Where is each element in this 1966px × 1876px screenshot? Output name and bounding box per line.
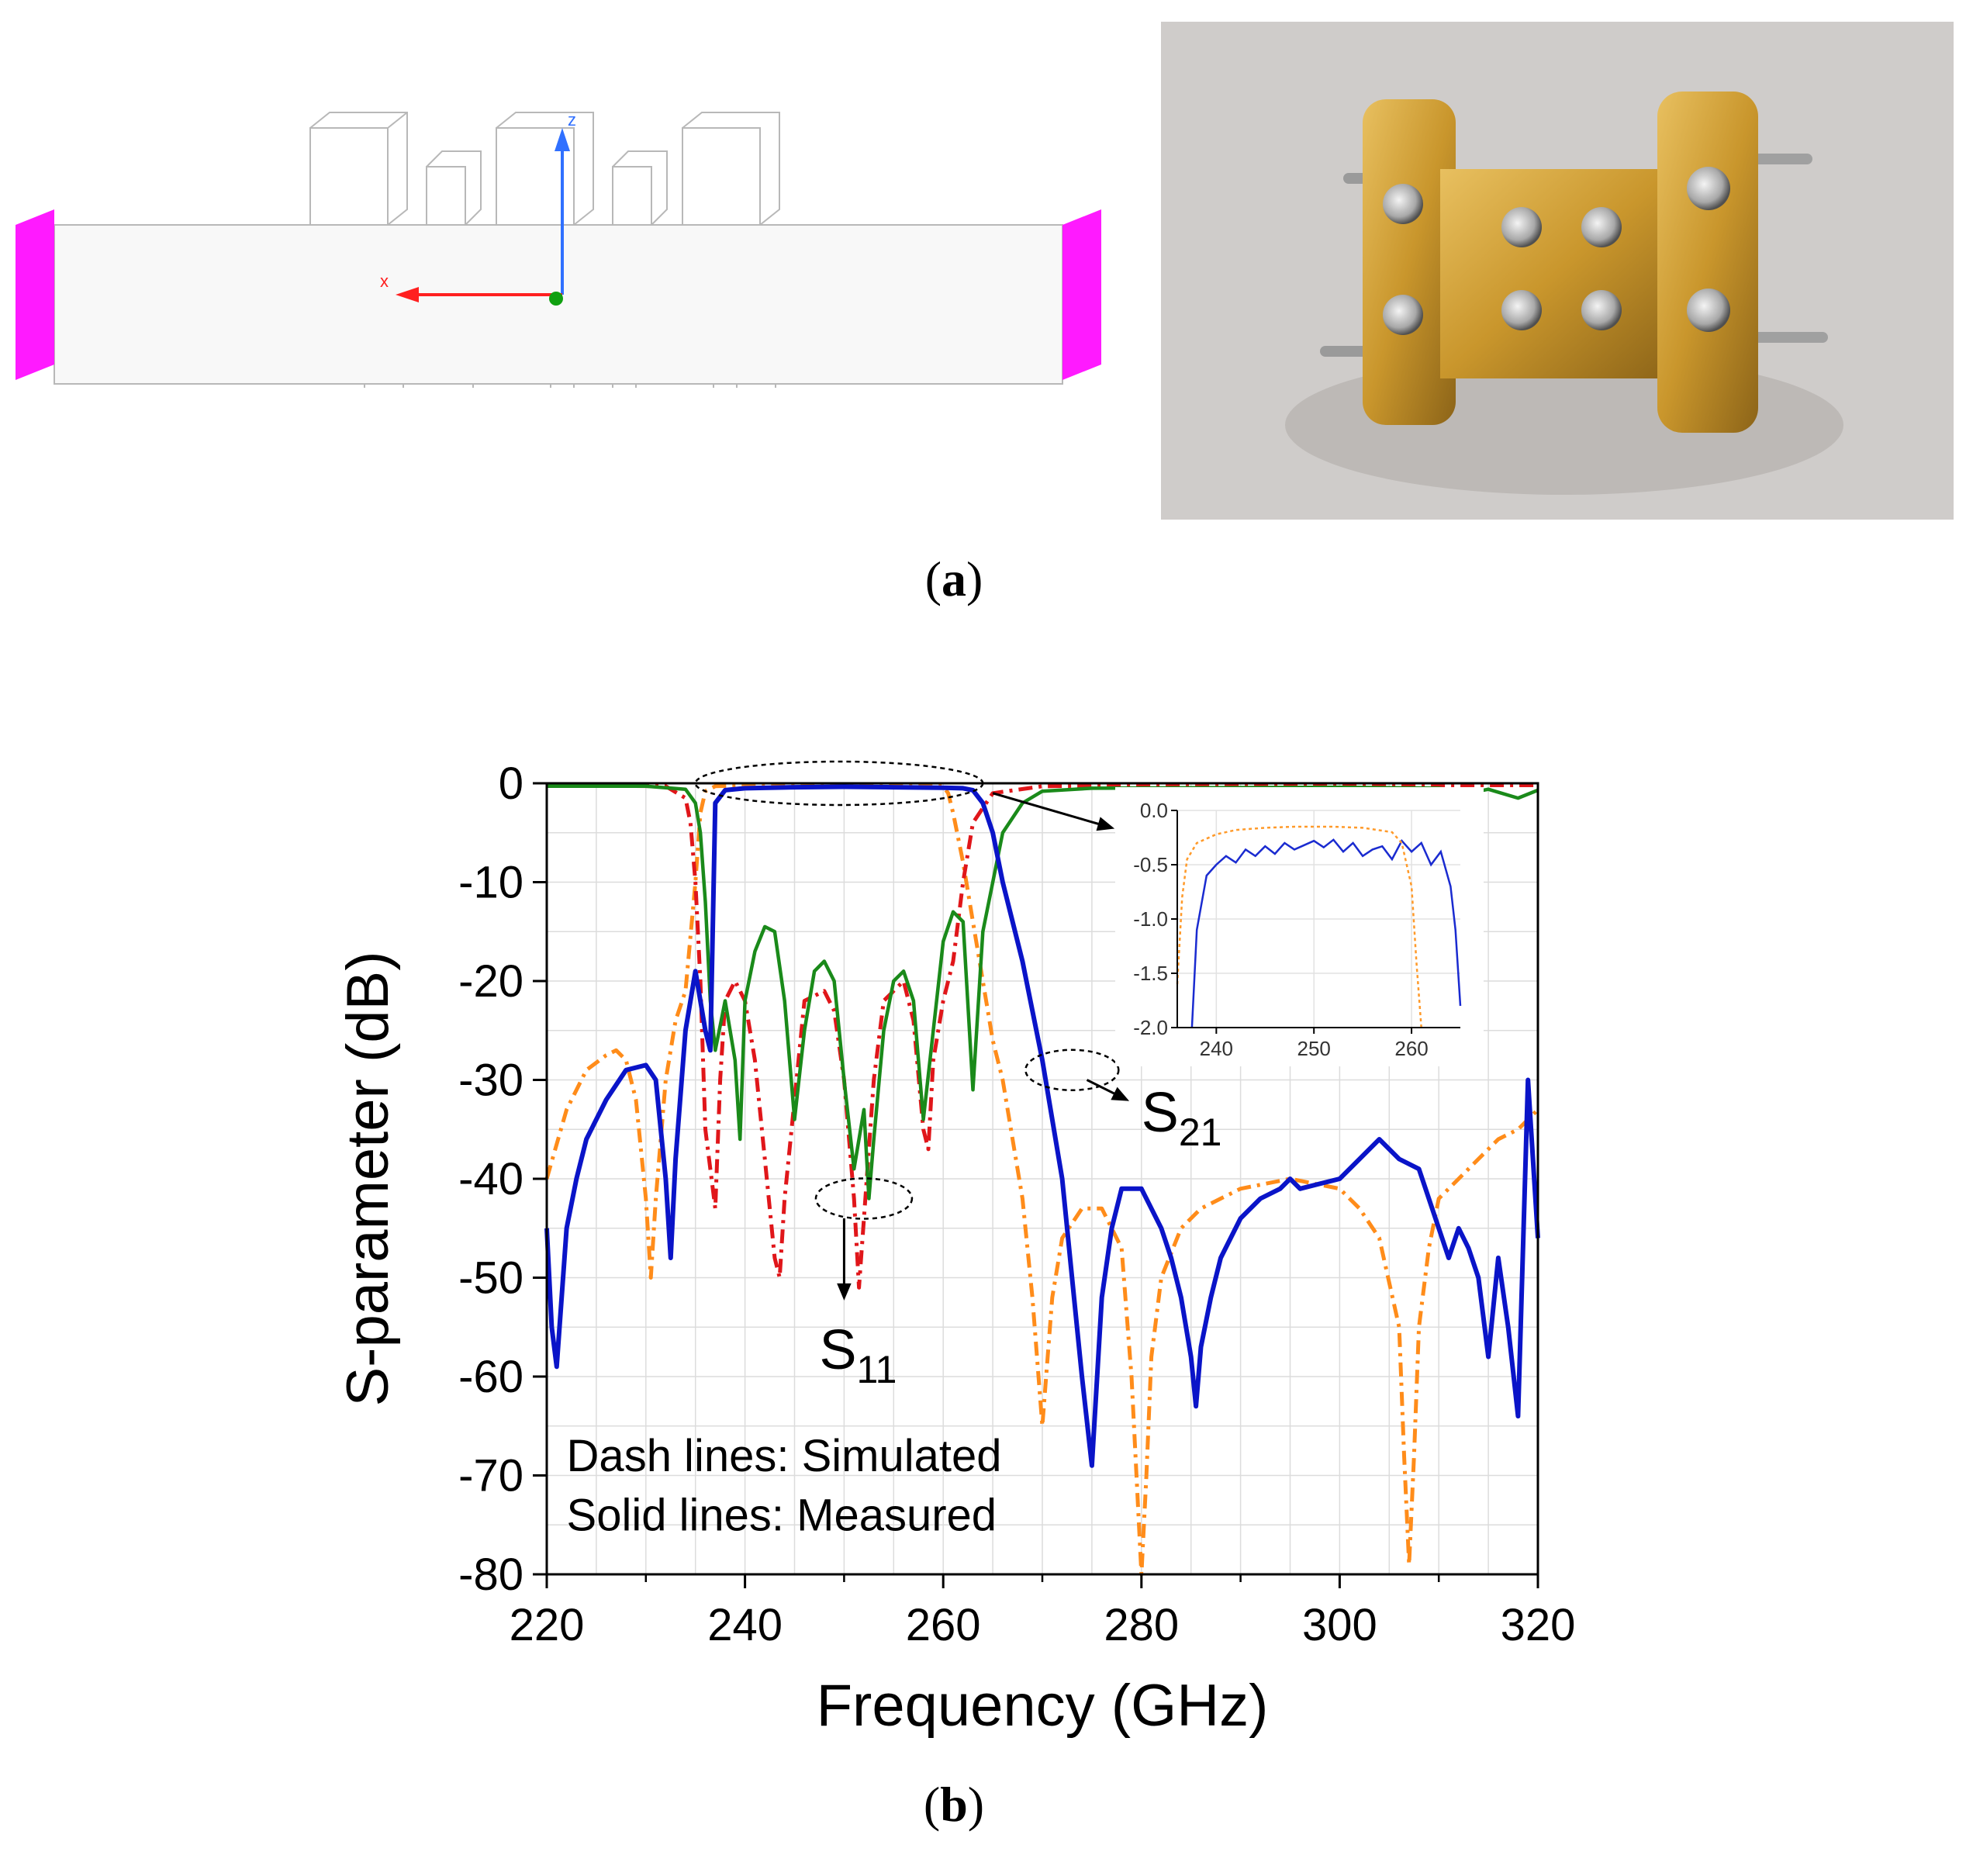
- x-tick-label: 280: [1104, 1600, 1179, 1650]
- input-port: [16, 209, 54, 380]
- y-tick-label: -10: [458, 858, 523, 908]
- y-tick-label: -30: [458, 1055, 523, 1106]
- note-measured: Solid lines: Measured: [567, 1491, 997, 1541]
- x-tick-label: 320: [1501, 1600, 1576, 1650]
- panel-b-label: (b): [923, 1777, 985, 1832]
- inset-series-inset-meas: [1190, 838, 1462, 1028]
- x-tick-label: 260: [906, 1600, 981, 1650]
- y-tick-label: -40: [458, 1154, 523, 1204]
- waveguide-model-svg: z x: [16, 110, 1101, 462]
- x-axis-label: x: [380, 271, 389, 291]
- series-sim-s21: [544, 783, 1539, 1577]
- origin-marker: [549, 292, 563, 306]
- y-tick-label: -50: [458, 1253, 523, 1304]
- x-axis-arrow: [396, 287, 419, 302]
- x-tick-label: 300: [1302, 1600, 1377, 1650]
- x-tick-label: 220: [510, 1600, 585, 1650]
- screws: [1383, 167, 1730, 335]
- s21-ellipse: [1024, 1049, 1120, 1091]
- inset-series-inset-sim: [1176, 825, 1422, 1028]
- series-layer: [544, 783, 1540, 1577]
- photo-illustration: [1161, 22, 1954, 520]
- inset-series-layer: [1176, 825, 1462, 1028]
- passband-arrowhead: [1096, 817, 1115, 831]
- annotation-arrows: [837, 792, 1130, 1301]
- y-tick-label: -80: [458, 1550, 523, 1600]
- inset-background: [1115, 787, 1484, 1066]
- inset-x-tick-label: 260: [1394, 1037, 1428, 1060]
- inset-y-tick-label: -1.0: [1133, 907, 1168, 931]
- z-axis-label: z: [568, 110, 576, 130]
- x-axis-label: Frequency (GHz): [817, 1673, 1269, 1739]
- series-meas-s21: [544, 784, 1540, 1468]
- inset-y-tick-label: -0.5: [1133, 853, 1168, 876]
- annotation-ellipses: [694, 760, 1120, 1220]
- inset-y-tick-label: -1.5: [1133, 962, 1168, 985]
- panel-a-label: (a): [924, 551, 983, 606]
- y-axis-label: S-parameter (dB): [335, 951, 401, 1406]
- waveguide-3d-model: z x: [16, 109, 1117, 462]
- inset-y-tick-label: -2.0: [1133, 1016, 1168, 1039]
- inset-y-tick-label: 0.0: [1140, 799, 1168, 822]
- s21-arrowhead: [1111, 1087, 1130, 1101]
- waveguide-outline: [54, 112, 1063, 462]
- chart-svg: 220 240 260 280 300 320 0 -10 -20 -30 -40 -50 -60 -70…: [335, 758, 1575, 1739]
- output-port: [1062, 209, 1101, 380]
- ticks: 220 240 260 280 300 320 0 -10 -20 -30 -40 -50 -60 -70…: [458, 758, 1575, 1650]
- inset-x-tick-label: 250: [1297, 1037, 1331, 1060]
- right-flange: [1657, 92, 1758, 433]
- series-sim-s11: [546, 783, 1538, 1290]
- fabricated-filter-photo: [1161, 22, 1954, 520]
- y-tick-label: -60: [458, 1352, 523, 1402]
- filter-block: [1440, 169, 1673, 378]
- y-tick-label: -70: [458, 1451, 523, 1501]
- inset-plot: 240 250 260 0.0 -0.5 -1.0 -1.5 -2.0: [1115, 787, 1484, 1066]
- s11-ellipse: [814, 1177, 914, 1220]
- inset-ticks: 240 250 260 0.0 -0.5 -1.0 -1.5 -2.0: [1133, 799, 1429, 1060]
- s11-arrowhead: [837, 1283, 852, 1301]
- x-tick-label: 240: [707, 1600, 783, 1650]
- s-parameter-chart: 220 240 260 280 300 320 0 -10 -20 -30 -40 -50 -60 -70…: [310, 713, 1908, 1745]
- s11-label: S11: [819, 1319, 897, 1391]
- series-meas-s11: [547, 784, 1539, 1201]
- left-flange: [1363, 99, 1456, 425]
- passband-arrow: [992, 792, 1112, 829]
- s21-label: S21: [1142, 1082, 1222, 1154]
- y-tick-label: 0: [499, 758, 523, 809]
- note-simulated: Dash lines: Simulated: [567, 1431, 1002, 1481]
- inset-x-tick-label: 240: [1200, 1037, 1233, 1060]
- y-tick-label: -20: [458, 956, 523, 1007]
- z-axis-arrow: [555, 128, 570, 151]
- passband-ellipse: [694, 760, 984, 807]
